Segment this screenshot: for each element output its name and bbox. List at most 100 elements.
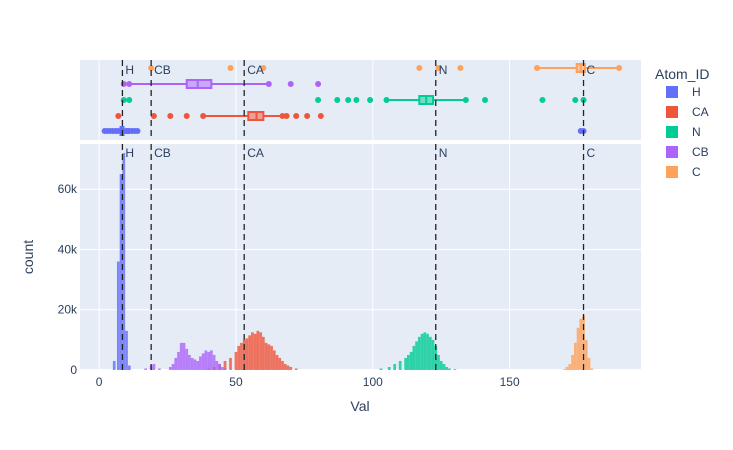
bar-C <box>587 357 591 370</box>
bar-CB <box>177 351 180 370</box>
outlier-N <box>462 97 469 103</box>
bar-CB <box>190 357 194 370</box>
legend-swatch-CA[interactable] <box>666 106 678 118</box>
outlier-N <box>539 97 546 103</box>
y-tick-label: 0 <box>70 363 77 377</box>
bar-CB <box>188 354 191 370</box>
bar-CA <box>272 350 276 370</box>
bar-CA <box>289 366 293 370</box>
outlier-H <box>122 128 129 134</box>
legend[interactable]: Atom_ID H CA N CB C <box>655 66 709 179</box>
bar-C <box>582 315 585 370</box>
outlier-CA <box>183 113 190 119</box>
ref-label-H: H <box>125 146 134 160</box>
bar-CA <box>253 333 257 370</box>
bar-CB <box>220 366 224 370</box>
x-tick-label: 150 <box>500 375 520 389</box>
outlier-CB <box>126 81 133 87</box>
y-tick-labels: 0 20k 40k 60k <box>58 182 78 377</box>
outlier-CA <box>283 113 290 119</box>
x-tick-labels: 0 50 100 150 <box>96 375 520 389</box>
bar-N <box>437 354 440 370</box>
bar-CB <box>223 368 227 370</box>
outlier-CB <box>120 81 127 87</box>
y-tick-label: 60k <box>58 182 78 196</box>
y-tick-label: 40k <box>58 242 78 256</box>
outlier-H <box>115 128 122 134</box>
legend-swatch-C[interactable] <box>666 166 678 178</box>
outlier-CA <box>317 113 324 119</box>
bar-CA <box>281 360 284 370</box>
bar-N <box>393 363 397 370</box>
bar-C <box>565 366 569 370</box>
bar-CA <box>267 344 271 370</box>
bar-CA <box>234 351 238 370</box>
outlier-N <box>353 97 360 103</box>
x-tick-label: 100 <box>363 375 383 389</box>
bar-CB <box>171 363 175 370</box>
bar-CB <box>207 351 210 370</box>
outlier-C <box>435 65 442 71</box>
bar-N <box>409 351 413 370</box>
bar-CB <box>204 350 208 370</box>
outlier-N <box>572 97 579 103</box>
bar-H <box>125 330 128 370</box>
legend-label-C[interactable]: C <box>692 165 701 179</box>
bar-C <box>568 363 572 370</box>
outlier-N <box>334 97 341 103</box>
outlier-C <box>416 65 423 71</box>
y-axis-title: count <box>20 240 36 274</box>
outlier-CA <box>167 113 174 119</box>
reference-lines: H H CB CB CA CA N N C C <box>121 60 596 370</box>
outlier-N <box>383 97 390 103</box>
legend-label-CA[interactable]: CA <box>692 105 709 119</box>
bar-CB <box>179 342 183 370</box>
legend-swatch-H[interactable] <box>666 86 678 98</box>
histogram-bars <box>112 153 594 370</box>
bar-CB <box>193 359 197 370</box>
bar-N <box>417 336 421 370</box>
bar-N <box>439 360 443 370</box>
bar-H <box>127 365 131 370</box>
bar-CB <box>168 366 172 370</box>
bar-C <box>579 318 583 370</box>
bar-CB <box>185 348 189 370</box>
bar-CA <box>251 332 254 370</box>
bar-CB <box>152 363 156 370</box>
ref-label-CB: CB <box>154 146 171 160</box>
bar-H <box>122 153 126 370</box>
ref-label-C: C <box>587 146 596 160</box>
bar-CB <box>209 350 213 370</box>
bar-CA <box>259 332 262 370</box>
bar-CA <box>256 330 260 370</box>
outlier-C <box>227 65 234 71</box>
bar-N <box>445 366 449 370</box>
bar-C <box>590 368 594 370</box>
outlier-CA <box>293 113 300 119</box>
x-tick-label: 50 <box>229 375 243 389</box>
bar-N <box>428 336 432 370</box>
bar-H <box>119 174 123 370</box>
x-tick-label: 0 <box>96 375 103 389</box>
bar-C <box>571 354 574 370</box>
bar-C <box>584 339 588 370</box>
legend-label-H[interactable]: H <box>692 85 701 99</box>
bar-CB <box>199 356 202 370</box>
x-axis-title: Val <box>350 398 369 414</box>
outlier-CA <box>115 113 122 119</box>
outlier-N <box>367 97 374 103</box>
bar-N <box>453 369 457 370</box>
bar-N <box>426 333 429 370</box>
legend-label-CB[interactable]: CB <box>692 145 709 159</box>
legend-label-N[interactable]: N <box>692 125 701 139</box>
legend-swatch-CB[interactable] <box>666 146 678 158</box>
ref-label-H: H <box>125 63 134 77</box>
bar-CB <box>212 354 216 370</box>
bar-N <box>387 366 391 370</box>
legend-swatch-N[interactable] <box>666 126 678 138</box>
bar-CA <box>223 360 227 370</box>
outlier-CB <box>315 81 322 87</box>
outlier-N <box>126 97 133 103</box>
bar-CB <box>215 360 219 370</box>
